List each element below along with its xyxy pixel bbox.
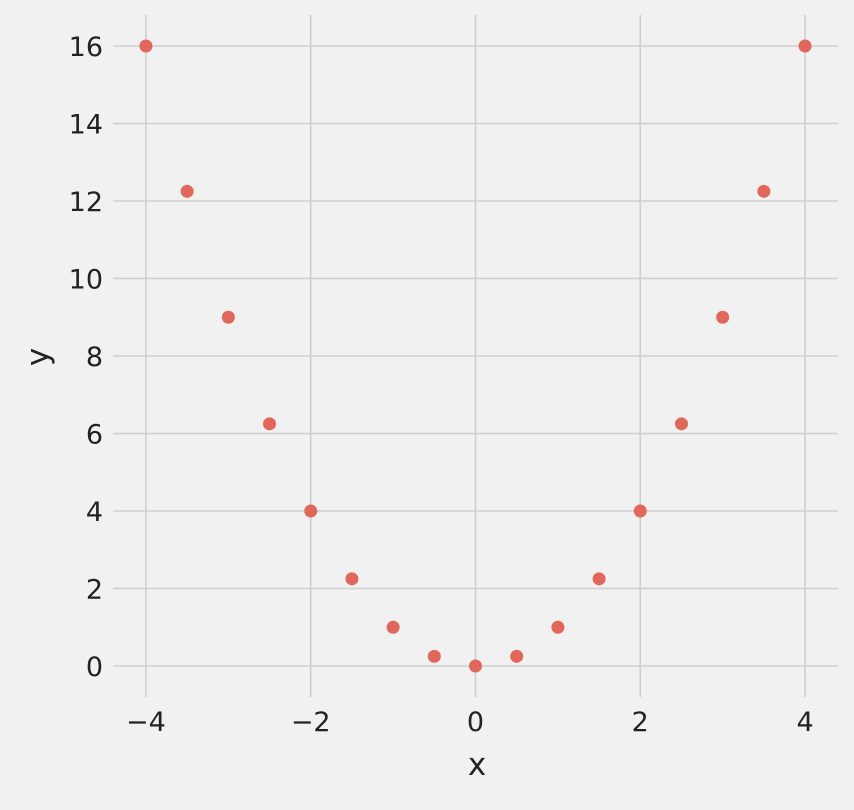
data-point xyxy=(469,659,482,673)
y-tick-label: 10 xyxy=(69,265,103,296)
data-point xyxy=(427,649,441,663)
data-point xyxy=(386,620,400,634)
y-tick-label: 0 xyxy=(86,652,103,683)
y-tick-label: 8 xyxy=(86,342,103,373)
data-point xyxy=(716,310,730,324)
data-point xyxy=(180,184,194,198)
x-tick-label: 4 xyxy=(796,707,813,738)
y-tick-label: 16 xyxy=(69,32,103,63)
data-point xyxy=(510,649,524,663)
data-point xyxy=(798,39,812,53)
data-point xyxy=(674,417,688,431)
y-axis-ticks: 0 2 4 6 8 10 12 14 16 xyxy=(69,32,103,683)
x-axis-ticks: −4 −2 0 2 4 xyxy=(126,707,814,738)
data-point xyxy=(757,184,771,198)
x-tick-label: 2 xyxy=(632,707,649,738)
y-axis-label: y xyxy=(20,348,56,366)
x-tick-label: −2 xyxy=(291,707,331,738)
y-tick-label: 6 xyxy=(86,420,103,451)
data-point xyxy=(304,504,318,518)
data-point xyxy=(551,620,565,634)
y-tick-label: 14 xyxy=(69,110,103,141)
data-point xyxy=(139,39,153,53)
y-tick-label: 4 xyxy=(86,497,103,528)
data-point xyxy=(221,310,235,324)
y-tick-label: 2 xyxy=(86,575,103,606)
y-tick-label: 12 xyxy=(69,187,103,218)
data-points xyxy=(139,39,812,673)
data-point xyxy=(345,572,359,586)
data-point xyxy=(592,572,606,586)
x-tick-label: 0 xyxy=(467,707,484,738)
data-point xyxy=(633,504,647,518)
x-tick-label: −4 xyxy=(126,707,166,738)
x-axis-label: x xyxy=(468,747,486,783)
data-point xyxy=(263,417,277,431)
